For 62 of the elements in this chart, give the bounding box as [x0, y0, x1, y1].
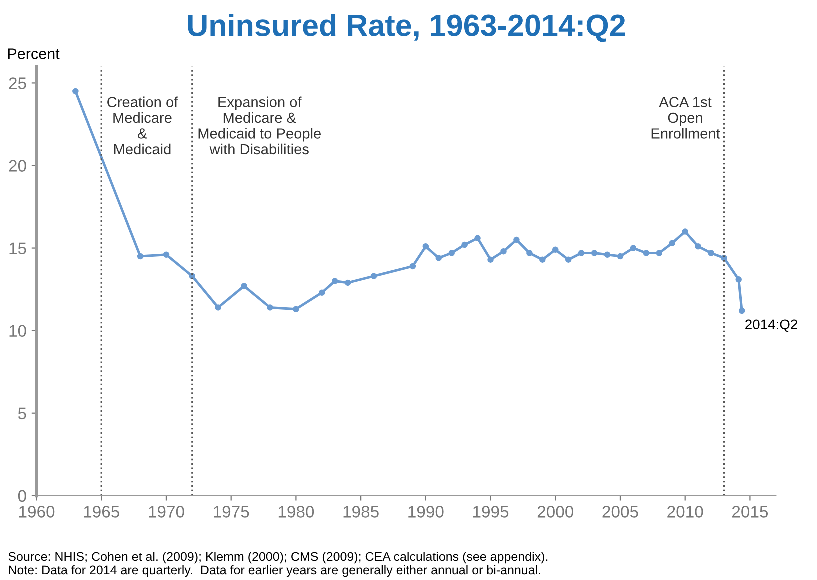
- y-tick-label: 10: [10, 325, 26, 338]
- point: [344, 280, 352, 286]
- x-tick-label: 1970: [149, 506, 184, 518]
- point: [604, 252, 611, 258]
- x-tick-label: 2005: [602, 506, 638, 518]
- source-note: Source: NHIS; Cohen et al. (2009); Klemm (2000); CMS (2009); CEA calculations (see appendix). Note: Data for 2014 are quarterly. Data for earlier years are generally either annual or bi-annual.: [8, 552, 548, 578]
- point: [591, 250, 598, 256]
- point: [540, 256, 546, 263]
- point: [241, 283, 248, 290]
- x-tick-label: 1965: [84, 506, 120, 518]
- point: [500, 248, 507, 255]
- y-tick-label: 25: [9, 78, 26, 90]
- x-tick-label: 1960: [20, 506, 55, 518]
- point: [643, 250, 650, 256]
- ref-line-label: ACA 1st Open Enrollment: [652, 97, 720, 139]
- point: [578, 250, 585, 256]
- point: [695, 244, 702, 250]
- point: [215, 304, 222, 311]
- point: [462, 242, 468, 248]
- x-tick-label: 1990: [408, 506, 444, 518]
- point: [137, 253, 144, 260]
- point: [738, 308, 746, 314]
- y-tick-label: 20: [9, 160, 26, 172]
- x-tick-label: 2000: [538, 506, 574, 518]
- point: [736, 276, 742, 283]
- point: [514, 236, 520, 244]
- point: [163, 252, 170, 258]
- point: [682, 228, 688, 235]
- point: [488, 256, 494, 263]
- y-tick-label: 5: [18, 408, 26, 420]
- y-tick-label: 0: [18, 490, 26, 502]
- x-tick-label: 1985: [344, 506, 379, 518]
- chart-title: Uninsured Rate, 1963-2014:Q2: [188, 14, 626, 42]
- point: [448, 250, 455, 256]
- point: [72, 88, 79, 95]
- point: [267, 304, 274, 311]
- point: [526, 250, 533, 256]
- point: [436, 255, 442, 262]
- x-tick-label: 2015: [732, 506, 768, 518]
- point: [565, 256, 572, 263]
- point: [319, 290, 326, 296]
- point: [630, 245, 637, 252]
- point: [552, 246, 559, 254]
- point: [422, 244, 430, 250]
- point: [474, 235, 481, 242]
- point: [410, 263, 416, 270]
- ref-line-label: Expansion of Medicare & Medicaid to People with Disabilities: [198, 96, 321, 155]
- annotation: 2014:Q2: [746, 320, 798, 332]
- x-tick-label: 1980: [278, 506, 314, 518]
- x-tick-label: 1995: [474, 506, 509, 518]
- y-axis-title: Percent: [8, 48, 60, 60]
- x-tick-label: 2010: [668, 506, 704, 518]
- point: [656, 250, 663, 256]
- point: [669, 240, 676, 246]
- point: [617, 253, 624, 260]
- point: [332, 278, 338, 284]
- y-tick-label: 15: [10, 242, 26, 254]
- ref-line-label: Creation of Medicare & Medicaid: [108, 96, 178, 155]
- x-tick-label: 1975: [214, 506, 250, 518]
- point: [293, 306, 300, 312]
- point: [708, 250, 714, 256]
- point: [370, 273, 378, 280]
